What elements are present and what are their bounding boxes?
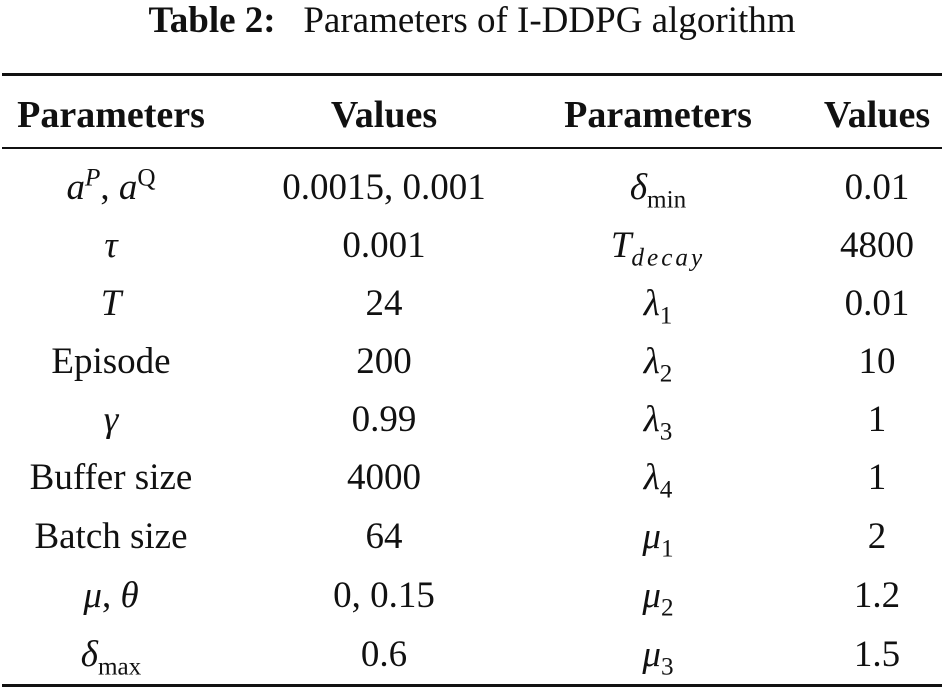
value-t: 24 xyxy=(365,283,403,324)
value-t-decay: 4800 xyxy=(840,225,914,266)
value-learning-rates: 0.0015, 0.001 xyxy=(282,167,486,208)
column-header-parameters-2: Parameters xyxy=(564,94,752,136)
value-delta-min: 0.01 xyxy=(844,167,910,208)
param-buffer-size: Buffer size xyxy=(29,457,193,498)
column-header-values: Values xyxy=(330,94,438,136)
value-lambda-4: 1 xyxy=(867,457,887,498)
value-lambda-1: 0.01 xyxy=(844,283,910,324)
table-bottom-rule xyxy=(2,684,942,687)
table-header-rule xyxy=(2,147,942,149)
value-mu-3: 1.5 xyxy=(853,634,901,675)
param-episode: Episode xyxy=(51,341,171,382)
param-t: T xyxy=(100,283,122,324)
value-lambda-3: 1 xyxy=(867,399,887,440)
value-episode: 200 xyxy=(356,341,412,382)
param-delta-min: δmin xyxy=(629,167,687,214)
caption-label: Table 2: xyxy=(148,0,276,41)
param-lambda-3: λ3 xyxy=(643,399,673,446)
param-lambda-1: λ1 xyxy=(643,283,673,330)
param-mu-3: μ3 xyxy=(642,634,674,681)
param-lambda-2: λ2 xyxy=(643,341,673,388)
param-delta-max: δmax xyxy=(80,634,142,681)
caption-text: Parameters of I-DDPG algorithm xyxy=(303,0,796,41)
param-mu-2: μ2 xyxy=(642,575,674,622)
param-batch-size: Batch size xyxy=(34,516,188,557)
value-lambda-2: 10 xyxy=(858,341,896,382)
value-delta-max: 0.6 xyxy=(360,634,408,675)
table-top-rule xyxy=(2,73,942,76)
param-tau: τ xyxy=(104,225,118,266)
value-batch-size: 64 xyxy=(365,516,403,557)
param-t-decay: Tdecay xyxy=(610,225,706,272)
value-gamma: 0.99 xyxy=(351,399,417,440)
param-learning-rates: aP, aQ xyxy=(66,164,156,208)
param-mu-1: μ1 xyxy=(642,516,674,563)
value-buffer-size: 4000 xyxy=(347,457,421,498)
value-mu-theta: 0, 0.15 xyxy=(333,575,435,616)
param-mu-theta: μ, θ xyxy=(83,575,139,616)
value-mu-1: 2 xyxy=(867,516,887,557)
column-header-values-2: Values xyxy=(823,94,931,136)
param-lambda-4: λ4 xyxy=(643,457,673,504)
param-gamma: γ xyxy=(103,399,119,440)
value-mu-2: 1.2 xyxy=(853,575,901,616)
table-caption: Table 2: Parameters of I-DDPG algorithm xyxy=(0,0,944,44)
value-tau: 0.001 xyxy=(342,225,426,266)
column-header-parameters: Parameters xyxy=(17,94,205,136)
